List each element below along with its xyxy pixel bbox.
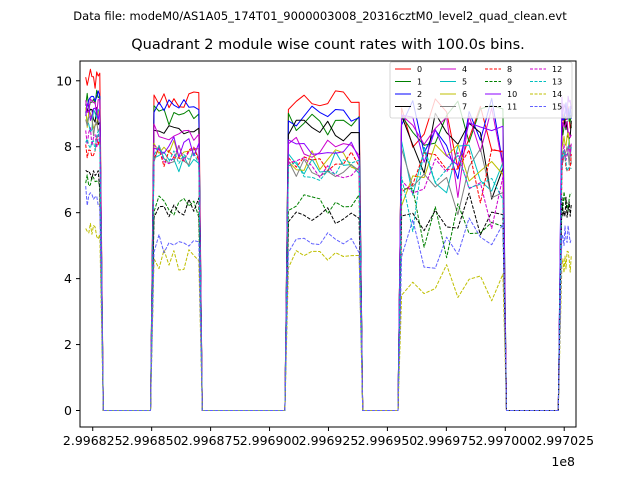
legend-label-4: 4 [462,65,467,74]
y-tick-label: 0 [64,403,72,418]
x-tick-label: 2.996975 [417,433,477,448]
legend-label-0: 0 [417,65,422,74]
legend-label-7: 7 [462,103,467,112]
y-tick-label: 2 [64,337,72,352]
x-tick-label: 2.996850 [122,433,182,448]
data-file-header: Data file: modeM0/AS1A05_174T01_90000030… [73,9,567,23]
legend-label-13: 13 [552,78,562,87]
legend-label-6: 6 [462,90,467,99]
series-line-15 [85,186,572,411]
x-tick-label: 2.996925 [299,433,359,448]
y-tick-label: 10 [56,73,72,88]
legend-label-8: 8 [507,65,512,74]
chart-title: Quadrant 2 module wise count rates with … [131,37,525,53]
legend-label-1: 1 [417,78,422,87]
legend-label-10: 10 [507,90,517,99]
series-line-13 [85,130,572,411]
legend-label-9: 9 [507,78,512,87]
legend-box [389,61,573,119]
y-tick-label: 4 [64,271,72,286]
x-tick-label: 2.996950 [358,433,418,448]
x-tick-label: 2.997000 [475,433,535,448]
legend-label-14: 14 [552,90,562,99]
legend-label-5: 5 [462,78,467,87]
x-axis-offset-label: 1e8 [551,454,575,469]
x-tick-label: 2.997025 [534,433,594,448]
x-tick-label: 2.996875 [181,433,241,448]
x-tick-label: 2.996900 [240,433,300,448]
legend-label-12: 12 [552,65,562,74]
y-tick-label: 6 [64,205,72,220]
legend-label-3: 3 [417,103,422,112]
legend-label-11: 11 [507,103,517,112]
legend-label-15: 15 [552,103,562,112]
x-tick-label: 2.996825 [63,433,123,448]
y-tick-label: 8 [64,139,72,154]
plot-area [85,68,572,411]
legend-label-2: 2 [417,90,422,99]
